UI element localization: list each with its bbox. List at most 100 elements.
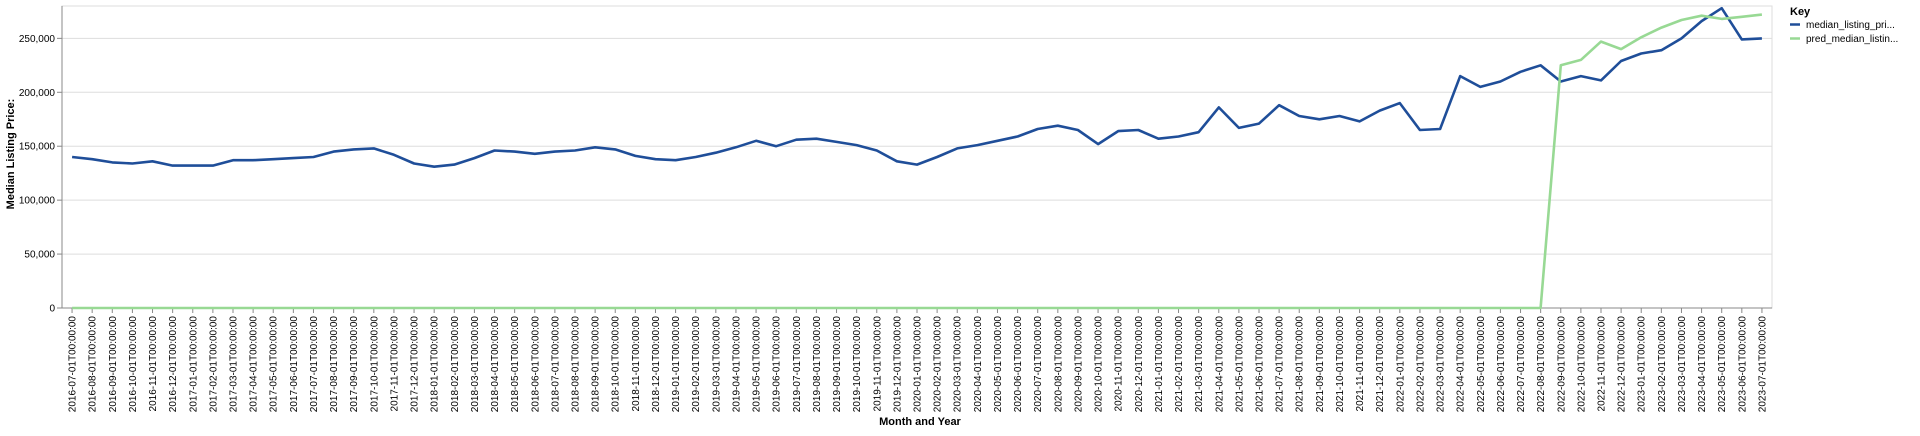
series-2-point bbox=[291, 306, 295, 310]
series-1-point bbox=[251, 158, 255, 162]
series-2-point bbox=[1217, 306, 1221, 310]
x-tick-label: 2017-02-01T00:00:00 bbox=[208, 316, 219, 413]
y-tick-label: 0 bbox=[49, 304, 55, 315]
series-1-point bbox=[1659, 48, 1663, 52]
x-tick-label: 2021-04-01T00:00:00 bbox=[1214, 316, 1225, 413]
series-2-point bbox=[1277, 306, 1281, 310]
series-2-point bbox=[472, 306, 476, 310]
x-tick-label: 2019-12-01T00:00:00 bbox=[892, 316, 903, 413]
series-2-point bbox=[774, 306, 778, 310]
series-2-point bbox=[714, 306, 718, 310]
series-2-point bbox=[1016, 306, 1020, 310]
series-1-point bbox=[1056, 124, 1060, 128]
x-tick-label: 2017-03-01T00:00:00 bbox=[229, 316, 240, 413]
x-tick-label: 2022-10-01T00:00:00 bbox=[1576, 316, 1587, 413]
series-1-point bbox=[211, 164, 215, 168]
series-1-point bbox=[432, 165, 436, 169]
series-2-point bbox=[1257, 306, 1261, 310]
series-2-point bbox=[1740, 15, 1744, 19]
x-tick-label: 2017-12-01T00:00:00 bbox=[410, 316, 421, 413]
series-2-point bbox=[312, 306, 316, 310]
x-tick-label: 2018-01-01T00:00:00 bbox=[430, 316, 441, 413]
series-2-point bbox=[1076, 306, 1080, 310]
series-1-point bbox=[1136, 128, 1140, 132]
x-tick-label: 2017-06-01T00:00:00 bbox=[289, 316, 300, 413]
x-tick-label: 2022-05-01T00:00:00 bbox=[1476, 316, 1487, 413]
series-2-point bbox=[1458, 306, 1462, 310]
series-1-point bbox=[332, 150, 336, 154]
x-tick-label: 2023-04-01T00:00:00 bbox=[1697, 316, 1708, 413]
series-1-point bbox=[1519, 70, 1523, 74]
series-2-point bbox=[1398, 306, 1402, 310]
series-1-point bbox=[633, 154, 637, 158]
series-2-point bbox=[814, 306, 818, 310]
series-1-point bbox=[1036, 127, 1040, 131]
x-tick-label: 2023-02-01T00:00:00 bbox=[1657, 316, 1668, 413]
x-tick-label: 2016-10-01T00:00:00 bbox=[128, 316, 139, 413]
series-2-point bbox=[613, 306, 617, 310]
series-2-point bbox=[1639, 35, 1643, 39]
x-tick-label: 2018-06-01T00:00:00 bbox=[530, 316, 541, 413]
series-1-point bbox=[1257, 122, 1261, 126]
x-tick-label: 2017-10-01T00:00:00 bbox=[369, 316, 380, 413]
legend-label: median_listing_pri... bbox=[1806, 20, 1895, 31]
series-2-point bbox=[271, 306, 275, 310]
x-tick-label: 2020-03-01T00:00:00 bbox=[953, 316, 964, 413]
series-1-point bbox=[130, 162, 134, 166]
series-2-point bbox=[1418, 306, 1422, 310]
series-1-point bbox=[191, 164, 195, 168]
x-tick-label: 2018-09-01T00:00:00 bbox=[591, 316, 602, 413]
x-tick-label: 2016-08-01T00:00:00 bbox=[88, 316, 99, 413]
x-tick-label: 2020-06-01T00:00:00 bbox=[1013, 316, 1024, 413]
series-1-point bbox=[855, 143, 859, 147]
series-1-point bbox=[1680, 36, 1684, 40]
series-1-point bbox=[231, 158, 235, 162]
x-tick-label: 2019-10-01T00:00:00 bbox=[852, 316, 863, 413]
x-tick-label: 2021-01-01T00:00:00 bbox=[1154, 316, 1165, 413]
series-1-point bbox=[493, 149, 497, 153]
x-tick-label: 2022-02-01T00:00:00 bbox=[1415, 316, 1426, 413]
series-1-point bbox=[110, 160, 114, 164]
x-tick-label: 2017-05-01T00:00:00 bbox=[269, 316, 280, 413]
x-tick-label: 2018-03-01T00:00:00 bbox=[470, 316, 481, 413]
series-2-point bbox=[1438, 306, 1442, 310]
series-1-point bbox=[1700, 19, 1704, 23]
y-tick-label: 250,000 bbox=[19, 34, 56, 45]
series-1-point bbox=[513, 150, 517, 154]
series-1-point bbox=[90, 157, 94, 161]
x-tick-label: 2022-09-01T00:00:00 bbox=[1556, 316, 1567, 413]
series-2-point bbox=[975, 306, 979, 310]
series-2-point bbox=[151, 306, 155, 310]
series-2-point bbox=[1338, 306, 1342, 310]
x-tick-label: 2022-07-01T00:00:00 bbox=[1516, 316, 1527, 413]
series-1-point bbox=[151, 159, 155, 163]
series-1-point bbox=[835, 140, 839, 144]
series-2-point bbox=[70, 306, 74, 310]
series-1-point bbox=[1217, 105, 1221, 109]
series-1-point bbox=[291, 156, 295, 160]
x-tick-label: 2021-07-01T00:00:00 bbox=[1275, 316, 1286, 413]
series-2-point bbox=[1720, 17, 1724, 21]
series-2-point bbox=[573, 306, 577, 310]
series-2-point bbox=[231, 306, 235, 310]
series-1-point bbox=[1277, 103, 1281, 107]
x-axis: 2016-07-01T00:00:00 2016-08-01T00:00:00 20… bbox=[62, 307, 1772, 413]
x-tick-label: 2019-07-01T00:00:00 bbox=[792, 316, 803, 413]
series-1-point bbox=[975, 143, 979, 147]
x-tick-label: 2018-02-01T00:00:00 bbox=[450, 316, 461, 413]
series-1-point bbox=[1237, 126, 1241, 130]
series-1-point bbox=[1378, 109, 1382, 113]
y-tick-label: 50,000 bbox=[24, 250, 55, 261]
series-2-point bbox=[633, 306, 637, 310]
x-tick-label: 2019-06-01T00:00:00 bbox=[772, 316, 783, 413]
x-tick-label: 2017-07-01T00:00:00 bbox=[309, 316, 320, 413]
series-1-point bbox=[1156, 137, 1160, 141]
series-2-point bbox=[130, 306, 134, 310]
x-tick-label: 2020-04-01T00:00:00 bbox=[973, 316, 984, 413]
series-2-point bbox=[794, 306, 798, 310]
series-2-point bbox=[1760, 13, 1764, 17]
x-tick-label: 2020-07-01T00:00:00 bbox=[1033, 316, 1044, 413]
series-2-point bbox=[211, 306, 215, 310]
x-tick-label: 2018-05-01T00:00:00 bbox=[510, 316, 521, 413]
